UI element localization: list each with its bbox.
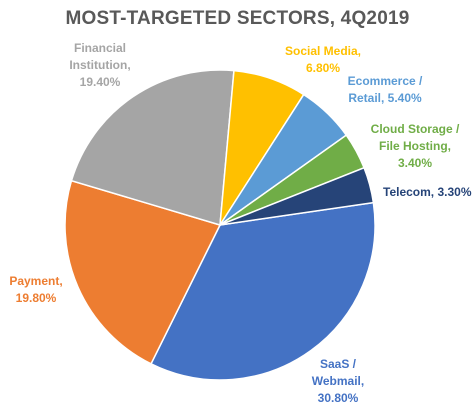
data-label-payment: Payment, 19.80% <box>9 274 62 305</box>
pie-slice-financial-institution <box>70 69 235 226</box>
data-label-financial-institution: Financial Institution, 19.40% <box>69 41 130 89</box>
chart-title: MOST-TARGETED SECTORS, 4Q2019 <box>65 8 410 29</box>
pie-slice-payment <box>64 179 222 365</box>
data-label-telecom: Telecom, 3.30% <box>383 185 472 199</box>
pie-slice-saas-webmail <box>150 201 376 381</box>
data-label-saas-webmail: SaaS / Webmail, 30.80% <box>312 357 364 405</box>
data-label-cloud-storage-file-hosting: Cloud Storage / File Hosting, 3.40% <box>371 122 460 170</box>
data-label-social-media: Social Media, 6.80% <box>285 44 361 75</box>
pie-slice-telecom <box>219 166 375 226</box>
data-label-ecommerce-retail: Ecommerce / Retail, 5.40% <box>348 74 423 105</box>
